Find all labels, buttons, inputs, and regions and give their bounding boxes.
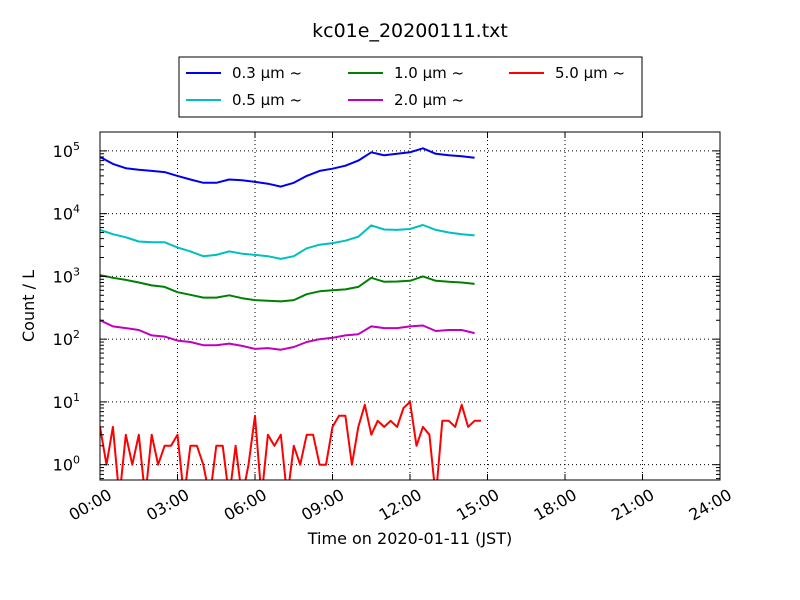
series-line-1 xyxy=(100,224,475,260)
y-tick-label: 100 xyxy=(53,454,80,475)
legend-label-1: 0.5 µm ~ xyxy=(232,91,302,109)
legend-label-3: 2.0 µm ~ xyxy=(394,91,464,109)
series-line-0 xyxy=(100,147,475,188)
plot-series xyxy=(100,147,481,480)
series-line-2 xyxy=(100,274,475,303)
series-line-3 xyxy=(100,319,475,351)
x-tick-label: 15:00 xyxy=(453,485,502,525)
legend: 0.3 µm ~ 0.5 µm ~ 1.0 µm ~ 2.0 µm ~ 5.0 µm ~ xyxy=(178,56,643,118)
x-tick-label: 06:00 xyxy=(221,485,270,525)
y-tick-label: 105 xyxy=(53,140,80,161)
grid xyxy=(100,132,720,480)
x-tick-label: 21:00 xyxy=(608,485,657,525)
y-tick-label: 104 xyxy=(53,203,80,224)
chart-title: kc01e_20200111.txt xyxy=(312,20,508,42)
y-tick-label: 102 xyxy=(53,328,80,349)
legend-label-2: 1.0 µm ~ xyxy=(394,64,464,82)
legend-label-4: 5.0 µm ~ xyxy=(555,64,625,82)
legend-box xyxy=(178,56,643,118)
y-tick-label: 101 xyxy=(53,391,80,412)
x-tick-label: 03:00 xyxy=(143,485,192,525)
x-axis-label: Time on 2020-01-11 (JST) xyxy=(307,529,512,548)
x-tick-label: 24:00 xyxy=(686,485,735,525)
y-tick-label: 103 xyxy=(53,265,80,286)
x-tick-label: 18:00 xyxy=(531,485,580,525)
y-axis-label: Count / L xyxy=(19,270,38,342)
x-tick-label: 12:00 xyxy=(376,485,425,525)
x-tick-label: 09:00 xyxy=(298,485,347,525)
legend-label-0: 0.3 µm ~ xyxy=(232,64,302,82)
x-tick-label: 00:00 xyxy=(66,485,115,525)
series-line-4 xyxy=(100,400,481,480)
